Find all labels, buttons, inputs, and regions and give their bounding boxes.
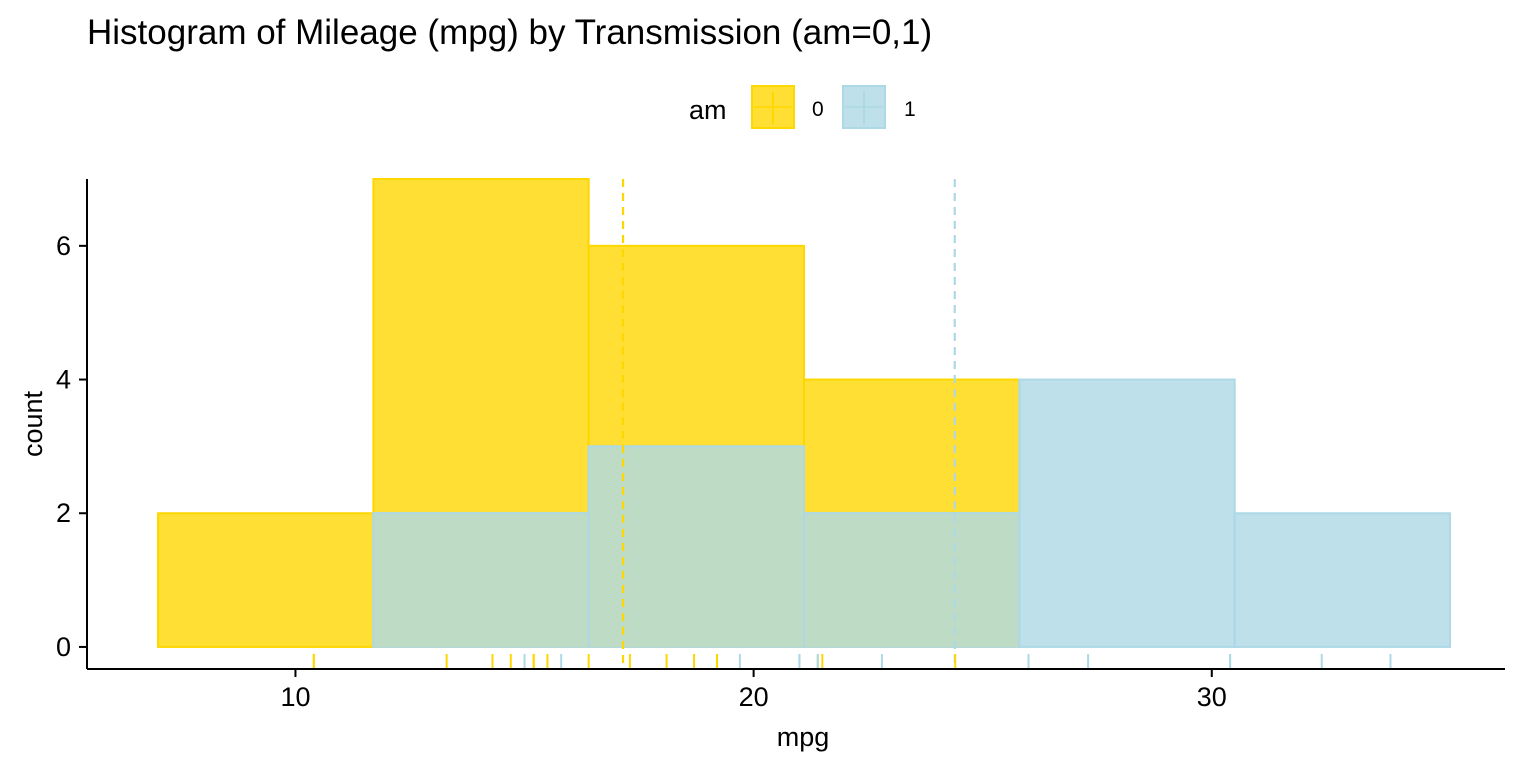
bar-am-1-bin-4 <box>1018 378 1236 648</box>
rug-marks <box>312 654 1392 669</box>
x-ticks: 10 20 30 <box>280 669 1227 712</box>
outline-am-1-bin-3 <box>803 512 1021 647</box>
y-tick-label-2: 2 <box>56 498 71 528</box>
bar-am-0-bin-0 <box>157 512 375 648</box>
x-axis-title: mpg <box>777 722 830 752</box>
legend-label-am-0: 0 <box>812 98 824 121</box>
x-tick-label-30: 30 <box>1197 682 1227 712</box>
x-tick-label-10: 10 <box>280 682 310 712</box>
overlap-regions <box>372 445 1021 647</box>
bar-am-1-bin-5 <box>1233 512 1452 648</box>
y-ticks: 0 2 4 6 <box>56 231 87 662</box>
x-tick-label-20: 20 <box>739 682 769 712</box>
axes: 0 2 4 6 10 20 30 mpg count <box>18 179 1505 752</box>
legend-title: am <box>689 95 727 125</box>
legend: am 0 1 <box>689 85 916 129</box>
y-tick-label-0: 0 <box>56 632 71 662</box>
y-axis-title: count <box>18 390 48 457</box>
overlap-bin-2 <box>589 446 804 647</box>
overlap-bin-1 <box>374 513 588 647</box>
mean-lines <box>621 179 956 669</box>
chart-title: Histogram of Mileage (mpg) by Transmissi… <box>87 13 932 52</box>
y-tick-label-6: 6 <box>56 231 71 261</box>
legend-label-am-1: 1 <box>904 98 916 121</box>
overlap-bin-3 <box>805 513 1019 647</box>
y-tick-label-4: 4 <box>56 365 71 395</box>
